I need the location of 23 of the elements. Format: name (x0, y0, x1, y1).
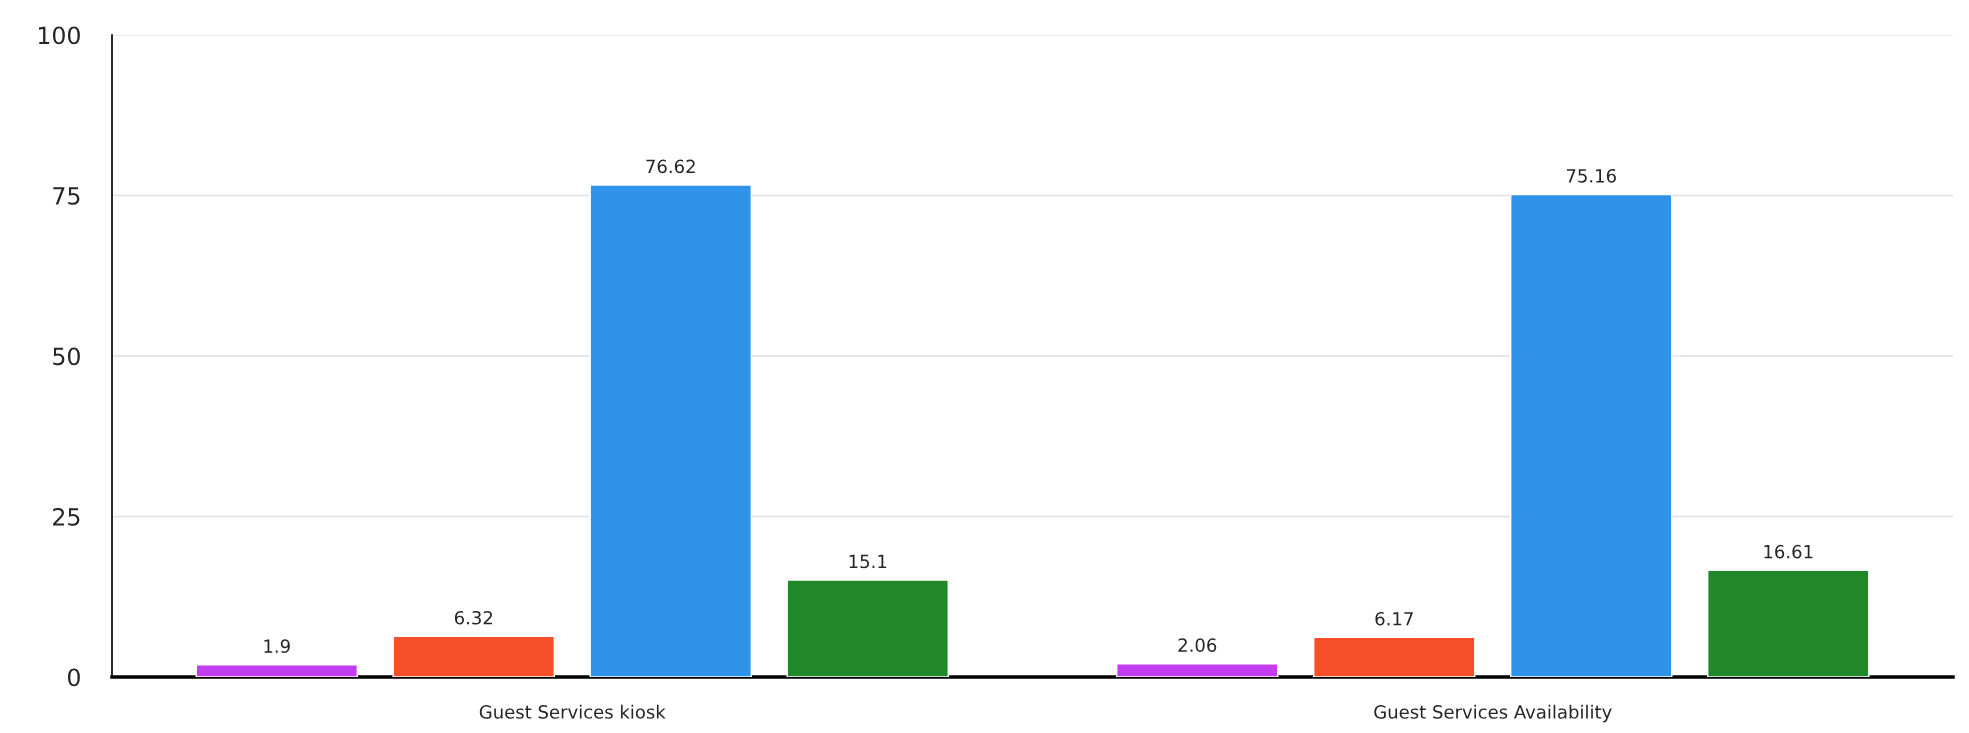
data-label: 76.62 (646, 159, 695, 174)
y-tick-label: 100 (38, 26, 80, 45)
bar (195, 664, 359, 677)
data-label: 15.1 (849, 554, 887, 569)
data-label: 75.16 (1566, 168, 1616, 183)
x-tick-label: Guest Services kiosk (479, 704, 666, 719)
y-tick-label: 75 (53, 187, 80, 205)
bar (1510, 193, 1673, 677)
data-label: 1.9 (264, 639, 290, 653)
y-tick-label: 0 (67, 668, 80, 687)
bar (1313, 636, 1476, 677)
bar (1116, 663, 1279, 677)
bar (589, 184, 752, 677)
x-tick-label: Guest Services Availability (1374, 704, 1612, 723)
bar (786, 579, 949, 677)
bar (1706, 569, 1870, 677)
data-label: 2.06 (1178, 638, 1217, 652)
data-label: 16.61 (1764, 544, 1813, 559)
data-label: 6.17 (1375, 611, 1413, 626)
bar (392, 635, 555, 677)
y-tick-label: 50 (53, 347, 80, 366)
data-label: 6.32 (454, 610, 493, 625)
y-tick-label: 25 (53, 507, 80, 526)
